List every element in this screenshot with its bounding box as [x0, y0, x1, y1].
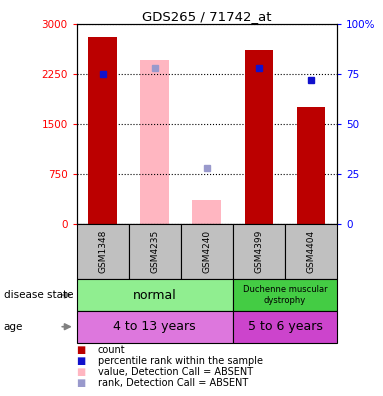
Text: ■: ■ — [77, 356, 86, 366]
Bar — [233, 279, 337, 311]
Text: age: age — [4, 322, 23, 332]
Text: Duchenne muscular
dystrophy: Duchenne muscular dystrophy — [243, 286, 327, 305]
Text: ■: ■ — [77, 367, 86, 377]
Text: GSM4404: GSM4404 — [306, 230, 316, 273]
Title: GDS265 / 71742_at: GDS265 / 71742_at — [142, 10, 272, 23]
Bar — [297, 107, 325, 224]
Bar — [285, 224, 337, 279]
Text: 5 to 6 years: 5 to 6 years — [247, 320, 322, 333]
Bar — [88, 37, 117, 224]
Text: GSM4240: GSM4240 — [202, 230, 211, 273]
Text: normal: normal — [133, 289, 177, 301]
Text: percentile rank within the sample: percentile rank within the sample — [98, 356, 263, 366]
Text: 4 to 13 years: 4 to 13 years — [113, 320, 196, 333]
Text: ■: ■ — [77, 345, 86, 356]
Bar — [77, 279, 233, 311]
Text: disease state: disease state — [4, 290, 73, 300]
Text: GSM4399: GSM4399 — [254, 230, 264, 273]
Text: ■: ■ — [77, 377, 86, 388]
Bar — [77, 311, 233, 343]
Bar — [233, 311, 337, 343]
Bar — [193, 200, 221, 224]
Text: value, Detection Call = ABSENT: value, Detection Call = ABSENT — [98, 367, 253, 377]
Bar — [233, 224, 285, 279]
Bar — [245, 50, 273, 224]
Bar — [77, 224, 129, 279]
Bar — [141, 61, 169, 224]
Bar — [129, 224, 181, 279]
Text: rank, Detection Call = ABSENT: rank, Detection Call = ABSENT — [98, 377, 248, 388]
Text: GSM1348: GSM1348 — [98, 230, 107, 273]
Text: count: count — [98, 345, 125, 356]
Bar — [181, 224, 233, 279]
Text: GSM4235: GSM4235 — [150, 230, 159, 273]
